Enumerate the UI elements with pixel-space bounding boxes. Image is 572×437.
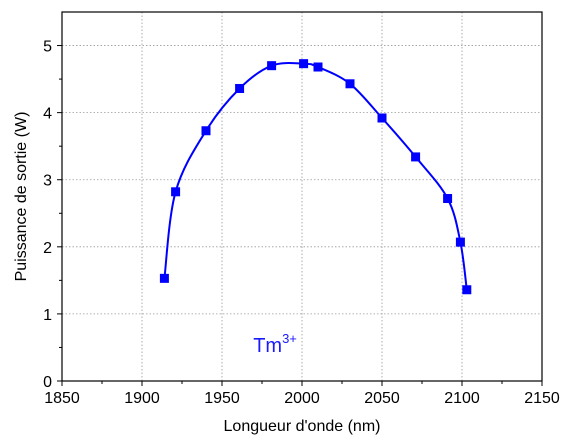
x-tick-label: 1950 [204,390,240,407]
x-axis-label: Longueur d'onde (nm) [224,418,381,435]
x-tick-label: 2150 [524,390,560,407]
y-tick-label: 1 [43,307,52,324]
ion-annotation: Tm3+ [253,331,297,357]
y-tick-label: 0 [43,374,52,391]
x-tick-label: 2000 [284,390,320,407]
axis-ticks: 1850 1900 1950 2000 2050 2100 2150 0 1 2 3 4 5 [43,39,560,407]
x-tick-label: 2050 [364,390,400,407]
ion-annotation-text: Tm [253,335,282,357]
data-point [235,83,245,93]
series-line [163,62,468,290]
data-point [345,79,355,89]
data-point [411,152,421,162]
data-point [267,61,277,71]
data-point [443,194,453,204]
data-point [299,59,309,69]
data-point [313,62,323,72]
x-tick-label: 1900 [124,390,160,407]
data-point [462,285,472,295]
y-tick-label: 3 [43,173,52,190]
data-point [159,273,169,283]
data-point [201,126,211,136]
y-tick-label: 4 [43,106,52,123]
series-curve-group [163,62,468,290]
series-markers [159,59,472,295]
y-tick-label: 2 [43,240,52,257]
ion-annotation-superscript: 3+ [282,331,297,346]
y-axis-label: Puissance de sortie (W) [13,112,30,282]
y-tick-label: 5 [43,39,52,56]
data-point [455,237,465,247]
data-point [171,187,181,197]
data-point [377,113,387,123]
x-tick-label: 2100 [444,390,480,407]
x-tick-label: 1850 [44,390,80,407]
